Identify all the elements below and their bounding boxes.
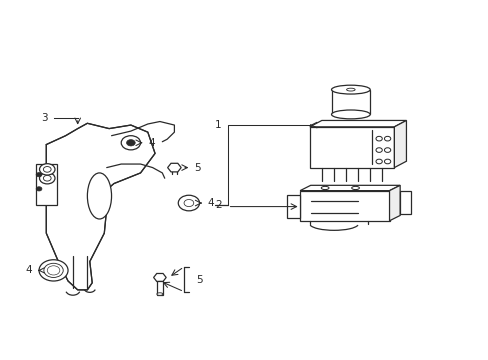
Ellipse shape xyxy=(121,136,140,150)
Ellipse shape xyxy=(351,186,359,190)
Ellipse shape xyxy=(40,172,55,184)
Ellipse shape xyxy=(47,266,60,275)
Ellipse shape xyxy=(384,148,390,152)
Text: 4: 4 xyxy=(25,265,32,275)
Bar xyxy=(300,191,389,221)
Ellipse shape xyxy=(384,159,390,164)
Ellipse shape xyxy=(375,148,382,152)
Bar xyxy=(331,90,369,114)
Ellipse shape xyxy=(40,164,55,175)
Text: 1: 1 xyxy=(215,120,222,130)
Ellipse shape xyxy=(178,195,199,211)
Polygon shape xyxy=(46,123,155,290)
Bar xyxy=(36,164,57,205)
Ellipse shape xyxy=(36,187,42,191)
Polygon shape xyxy=(393,121,406,168)
Ellipse shape xyxy=(183,199,193,207)
Ellipse shape xyxy=(331,110,369,119)
Polygon shape xyxy=(309,121,406,127)
Ellipse shape xyxy=(321,186,328,190)
Ellipse shape xyxy=(126,140,135,146)
Bar xyxy=(399,192,410,214)
Ellipse shape xyxy=(44,263,63,278)
Text: 5: 5 xyxy=(196,275,203,285)
Ellipse shape xyxy=(331,85,369,94)
Ellipse shape xyxy=(43,167,51,172)
Ellipse shape xyxy=(157,293,163,295)
Ellipse shape xyxy=(375,159,382,164)
Ellipse shape xyxy=(43,175,51,181)
Ellipse shape xyxy=(384,136,390,141)
Bar xyxy=(156,281,163,295)
Text: 3: 3 xyxy=(41,113,48,123)
Bar xyxy=(286,195,300,218)
Ellipse shape xyxy=(346,88,354,91)
Ellipse shape xyxy=(36,172,42,177)
Text: 4: 4 xyxy=(148,138,155,148)
Text: 4: 4 xyxy=(207,198,214,208)
Ellipse shape xyxy=(375,136,382,141)
Text: 2: 2 xyxy=(215,200,222,210)
Ellipse shape xyxy=(87,173,111,219)
Polygon shape xyxy=(300,185,399,191)
Bar xyxy=(309,127,393,168)
Ellipse shape xyxy=(39,260,68,281)
Text: 5: 5 xyxy=(194,163,201,172)
Polygon shape xyxy=(389,185,399,221)
